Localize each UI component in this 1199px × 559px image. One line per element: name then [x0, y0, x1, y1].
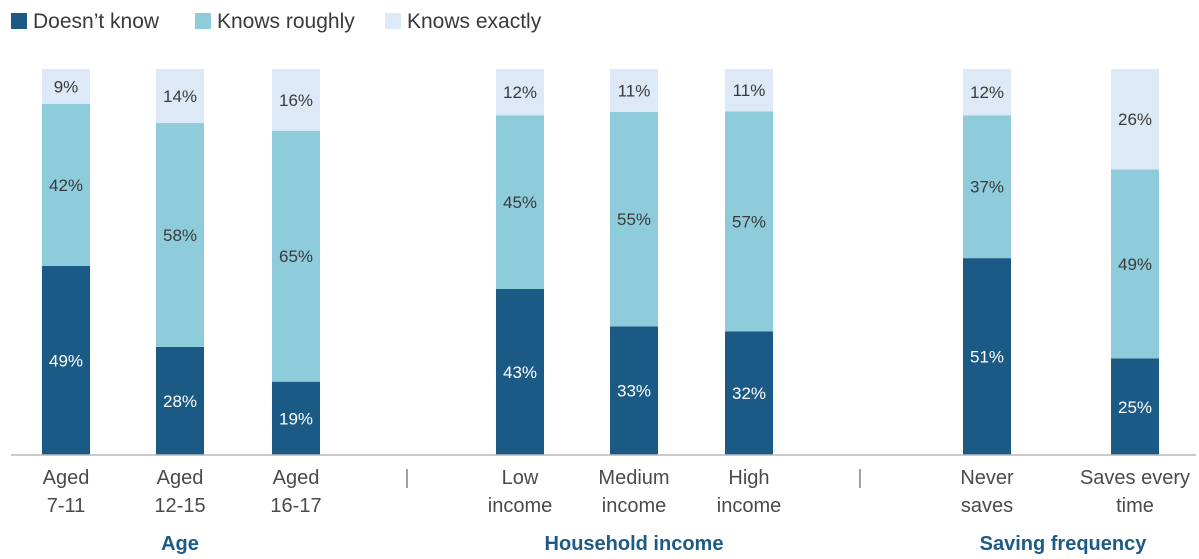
- bar-aged-16-17-knows-exactly: [272, 69, 320, 131]
- category-label-never-saves-line-1: Never: [960, 467, 1014, 489]
- group-labels: Age Household income Saving frequency: [161, 533, 1147, 555]
- group-label-household-income: Household income: [545, 533, 724, 555]
- data-label-high-income-knows-exactly: 11%: [733, 81, 766, 100]
- legend-swatch-knows-exactly: [385, 13, 401, 29]
- data-label-never-saves-knows-exactly: 12%: [970, 83, 1004, 102]
- bar-saves-every-time-knows-exactly: [1111, 69, 1159, 170]
- data-label-aged-16-17-doesn-t-know: 19%: [279, 409, 313, 428]
- legend-label-doesn-t-know: Doesn’t know: [33, 10, 160, 33]
- data-label-low-income-knows-exactly: 12%: [503, 83, 537, 102]
- bar-aged-12-15-knows-exactly: [156, 69, 204, 124]
- bar-high-income-knows-roughly: [725, 111, 773, 332]
- data-label-medium-income-knows-exactly: 11%: [618, 81, 651, 100]
- bars: 49% 42% 9% 28% 58% 14% 19% 65% 16% 43% 45% 12% 33% 55…: [42, 69, 1159, 455]
- data-label-aged-7-11-knows-exactly: 9%: [54, 77, 79, 96]
- data-label-never-saves-knows-roughly: 37%: [970, 178, 1004, 197]
- category-label-aged-12-15-line-2: 12-15: [154, 495, 205, 517]
- bar-aged-7-11-knows-exactly: [42, 69, 90, 104]
- category-label-saves-every-time-line-1: Saves every: [1080, 467, 1190, 489]
- legend: Doesn’t know Knows roughly Knows exactly: [11, 10, 542, 33]
- category-label-aged-16-17-line-1: Aged: [273, 467, 320, 489]
- data-label-aged-7-11-doesn-t-know: 49%: [49, 351, 83, 370]
- legend-label-knows-roughly: Knows roughly: [217, 10, 355, 33]
- category-label-medium-income-line-1: Medium: [598, 467, 669, 489]
- data-label-high-income-doesn-t-know: 32%: [732, 384, 766, 403]
- data-label-aged-12-15-knows-exactly: 14%: [163, 87, 197, 106]
- bar-aged-12-15-knows-roughly: [156, 123, 204, 347]
- category-label-saves-every-time-line-2: time: [1116, 495, 1154, 517]
- group-label-age: Age: [161, 533, 199, 555]
- bar-never-saves-knows-exactly: [963, 69, 1011, 116]
- bar-aged-7-11-doesn-t-know: [42, 265, 90, 455]
- bar-low-income-doesn-t-know: [496, 289, 544, 455]
- category-label-aged-16-17-line-2: 16-17: [270, 495, 321, 517]
- data-label-aged-12-15-knows-roughly: 58%: [163, 226, 197, 245]
- data-label-aged-16-17-knows-exactly: 16%: [279, 91, 313, 110]
- data-label-aged-12-15-doesn-t-know: 28%: [163, 392, 197, 411]
- bar-high-income-knows-exactly: [725, 69, 773, 112]
- bar-aged-12-15-doesn-t-know: [156, 346, 204, 455]
- data-label-medium-income-doesn-t-know: 33%: [617, 382, 651, 401]
- category-label-aged-12-15-line-1: Aged: [157, 467, 204, 489]
- data-label-saves-every-time-doesn-t-know: 25%: [1118, 398, 1152, 417]
- data-label-low-income-doesn-t-know: 43%: [503, 363, 537, 382]
- group-label-saving-frequency: Saving frequency: [980, 533, 1148, 555]
- legend-swatch-knows-roughly: [195, 13, 211, 29]
- data-label-aged-16-17-knows-roughly: 65%: [279, 247, 313, 266]
- bar-aged-16-17-doesn-t-know: [272, 381, 320, 455]
- category-labels: Aged 7-11 Aged 12-15 Aged 16-17 Low income Mediu…: [43, 467, 1190, 517]
- legend-label-knows-exactly: Knows exactly: [407, 10, 542, 33]
- data-label-aged-7-11-knows-roughly: 42%: [49, 176, 83, 195]
- group-separators: | |: [404, 467, 862, 489]
- data-label-high-income-knows-roughly: 57%: [732, 212, 766, 231]
- bar-medium-income-doesn-t-know: [610, 326, 658, 455]
- category-label-high-income-line-2: income: [717, 495, 781, 517]
- bar-aged-16-17-knows-roughly: [272, 130, 320, 382]
- category-label-high-income-line-1: High: [728, 467, 769, 489]
- bar-medium-income-knows-exactly: [610, 69, 658, 112]
- category-label-low-income-line-1: Low: [502, 467, 539, 489]
- bar-never-saves-knows-roughly: [963, 115, 1011, 259]
- data-label-saves-every-time-knows-roughly: 49%: [1118, 255, 1152, 274]
- bar-saves-every-time-knows-roughly: [1111, 169, 1159, 359]
- data-label-medium-income-knows-roughly: 55%: [617, 210, 651, 229]
- group-separator-1: |: [404, 467, 409, 489]
- bar-low-income-knows-exactly: [496, 69, 544, 116]
- category-label-aged-7-11-line-2: 7-11: [47, 495, 86, 517]
- data-label-saves-every-time-knows-exactly: 26%: [1118, 110, 1152, 129]
- group-separator-2: |: [857, 467, 862, 489]
- legend-swatch-doesn-t-know: [11, 13, 27, 29]
- bar-high-income-doesn-t-know: [725, 331, 773, 455]
- category-label-medium-income-line-2: income: [602, 495, 666, 517]
- category-label-aged-7-11-line-1: Aged: [43, 467, 90, 489]
- data-label-low-income-knows-roughly: 45%: [503, 193, 537, 212]
- bar-medium-income-knows-roughly: [610, 111, 658, 327]
- data-label-never-saves-doesn-t-know: 51%: [970, 348, 1004, 367]
- category-label-never-saves-line-2: saves: [961, 495, 1013, 517]
- bar-never-saves-doesn-t-know: [963, 258, 1011, 455]
- bar-low-income-knows-roughly: [496, 115, 544, 290]
- category-label-low-income-line-2: income: [488, 495, 552, 517]
- bar-aged-7-11-knows-roughly: [42, 103, 90, 266]
- bar-saves-every-time-doesn-t-know: [1111, 358, 1159, 455]
